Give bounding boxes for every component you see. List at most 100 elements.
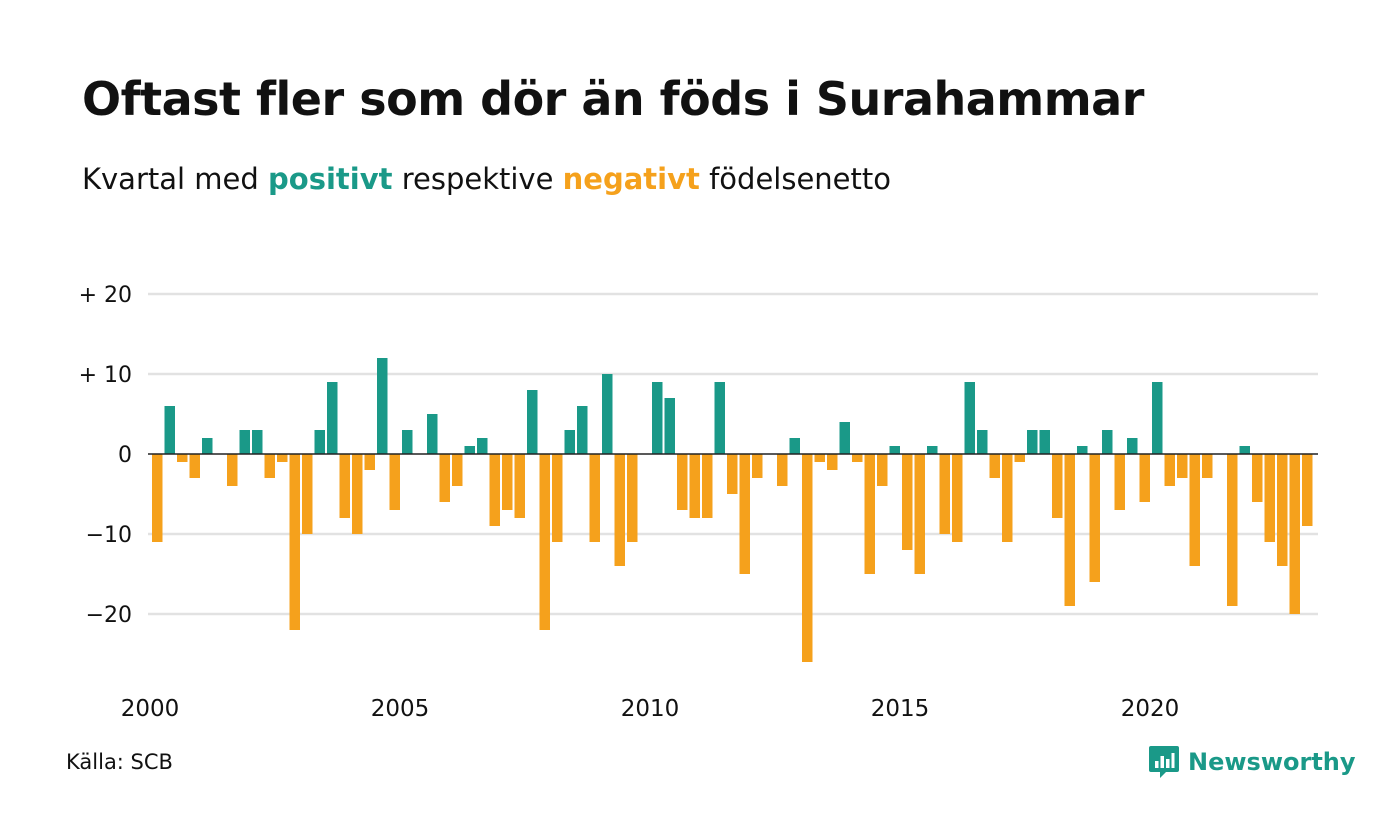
grid-lines [148, 292, 1318, 616]
x-tick-label: 2000 [121, 696, 180, 722]
bar [839, 422, 850, 454]
bar [339, 454, 350, 518]
bar [264, 454, 275, 478]
bar [364, 454, 375, 470]
bar [539, 454, 550, 630]
subtitle-prefix: Kvartal med [82, 162, 259, 196]
bar [902, 454, 913, 550]
y-tick-label: 0 [118, 443, 132, 468]
x-tick-label: 2005 [371, 696, 430, 722]
bar [914, 454, 925, 574]
newsworthy-logo-icon [1149, 746, 1179, 778]
bar [714, 382, 725, 454]
bar [964, 382, 975, 454]
brand: Newsworthy [1148, 742, 1356, 782]
bar [1139, 454, 1150, 502]
bar [977, 430, 988, 454]
bar [377, 358, 388, 454]
bar [477, 438, 488, 454]
bar [564, 430, 575, 454]
bar [1277, 454, 1288, 566]
bar [1089, 454, 1100, 582]
y-axis-labels: + 20 + 10 0 −10 −20 [79, 283, 132, 628]
subtitle-suffix: födelsenetto [709, 162, 891, 196]
bar [927, 446, 938, 454]
bar [1264, 454, 1275, 542]
bar [1289, 454, 1300, 614]
bar [1064, 454, 1075, 606]
y-tick-label: −20 [86, 603, 132, 628]
bar [877, 454, 888, 486]
bar [627, 454, 638, 542]
bars [152, 358, 1313, 662]
bar [314, 430, 325, 454]
bar [1039, 430, 1050, 454]
bar [577, 406, 588, 454]
bar [502, 454, 513, 510]
subtitle-negative-label: negativt [562, 162, 700, 196]
bar [1152, 382, 1163, 454]
bar [302, 454, 313, 534]
bar [614, 454, 625, 566]
subtitle-positive-label: positivt [268, 162, 393, 196]
y-tick-label: −10 [86, 523, 132, 548]
bar [352, 454, 363, 534]
bar [189, 454, 200, 478]
bar [652, 382, 663, 454]
bar [514, 454, 525, 518]
bar [602, 374, 613, 454]
bar [939, 454, 950, 534]
chart-subtitle: Kvartal med positivt respektive negativt… [82, 162, 891, 196]
bar [989, 454, 1000, 478]
y-tick-label: + 20 [79, 283, 132, 308]
bar [164, 406, 175, 454]
bar [527, 390, 538, 454]
bar [952, 454, 963, 542]
bar [739, 454, 750, 574]
bar [402, 430, 413, 454]
bar [1114, 454, 1125, 510]
bar [1027, 430, 1038, 454]
bar [289, 454, 300, 630]
bar [1102, 430, 1113, 454]
bar [1002, 454, 1013, 542]
bar [464, 446, 475, 454]
subtitle-middle: respektive [401, 162, 554, 196]
x-tick-label: 2015 [871, 696, 930, 722]
chart-title: Oftast fler som dör än föds i Surahammar [82, 72, 1144, 126]
bar [1189, 454, 1200, 566]
bar [589, 454, 600, 542]
bar [802, 454, 813, 662]
bar [427, 414, 438, 454]
bar [1127, 438, 1138, 454]
bar [1252, 454, 1263, 502]
bar [814, 454, 825, 462]
bar [752, 454, 763, 478]
x-tick-label: 2010 [621, 696, 680, 722]
bar [1239, 446, 1250, 454]
brand-name: Newsworthy [1188, 748, 1356, 776]
bar [327, 382, 338, 454]
bar [277, 454, 288, 462]
bar [702, 454, 713, 518]
bar [1227, 454, 1238, 606]
bar [889, 446, 900, 454]
bar [252, 430, 263, 454]
bar [1302, 454, 1313, 526]
bar [677, 454, 688, 510]
bar [489, 454, 500, 526]
bar [852, 454, 863, 462]
bar [827, 454, 838, 470]
bar [789, 438, 800, 454]
bar [1014, 454, 1025, 462]
bar [227, 454, 238, 486]
x-tick-label: 2020 [1121, 696, 1180, 722]
y-tick-label: + 10 [79, 363, 132, 388]
bar [452, 454, 463, 486]
bar [689, 454, 700, 518]
bar [177, 454, 188, 462]
bar [239, 430, 250, 454]
bar [552, 454, 563, 542]
bar [727, 454, 738, 494]
